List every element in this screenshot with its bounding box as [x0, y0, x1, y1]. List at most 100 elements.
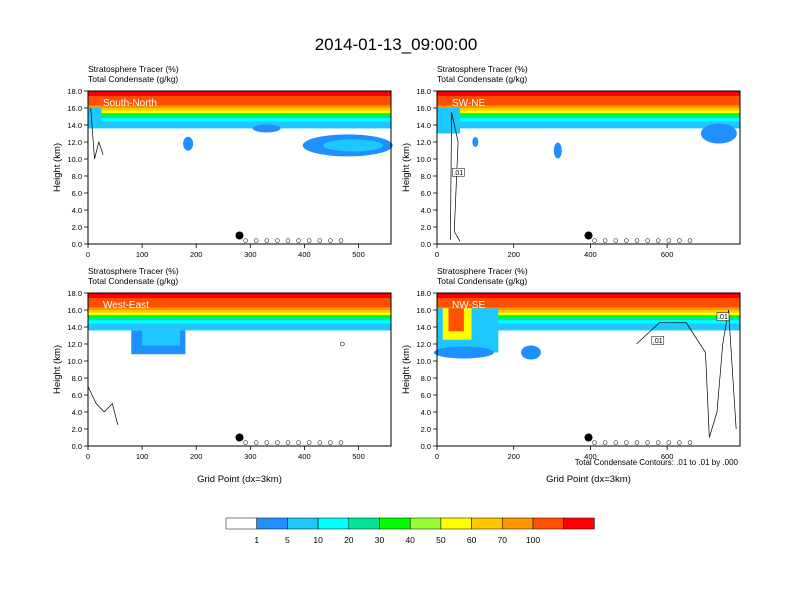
y-tick-label: 6.0 [421, 189, 431, 198]
condensate-contour [243, 238, 248, 243]
condensate-contour [328, 440, 333, 445]
condensate-contour [338, 238, 344, 243]
y-tick-label: 4.0 [421, 408, 431, 417]
y-tick-label: 18.0 [416, 87, 431, 96]
y-tick-label: 14.0 [416, 121, 431, 130]
location-marker [584, 231, 593, 240]
contour-label: .01 [718, 314, 728, 321]
x-tick-label: 400 [298, 452, 311, 461]
condensate-contour [317, 440, 323, 445]
condensate-contour [306, 238, 312, 243]
colorbar-swatch [440, 517, 472, 530]
plot-frame [436, 90, 741, 245]
panel-west-east: West-East Stratosphere Tracer (%)Total Co… [52, 266, 392, 485]
x-tick-label: 0 [435, 452, 439, 461]
condensate-contour [634, 238, 640, 243]
y-tick-label: 2.0 [72, 425, 82, 434]
condensate-contour [253, 440, 259, 445]
x-axis-label: Grid Point (dx=3km) [546, 474, 631, 485]
y-tick-label: 0.0 [421, 442, 431, 451]
condensate-contour [613, 440, 619, 445]
x-tick-label: 400 [584, 250, 597, 259]
condensate-contour [655, 440, 661, 445]
x-tick-label: 0 [86, 452, 90, 461]
tracer-cell [433, 346, 494, 359]
y-tick-label: 4.0 [72, 408, 82, 417]
condensate-contour [306, 440, 312, 445]
condensate-contour [296, 440, 301, 445]
condensate-contour [243, 440, 248, 445]
colorbar-swatch [532, 517, 564, 530]
x-tick-label: 200 [190, 250, 203, 259]
colorbar-label: 40 [405, 535, 415, 545]
condensate-contour [340, 341, 345, 347]
colorbar-swatch [471, 517, 503, 530]
condensate-contour [264, 238, 270, 243]
y-tick-label: 10.0 [416, 155, 431, 164]
location-marker [235, 433, 244, 442]
x-tick-label: 200 [507, 452, 520, 461]
condensate-contour [285, 238, 291, 243]
panel-subtitle: Total Condensate (g/kg) [437, 74, 527, 84]
condensate-contour [264, 440, 270, 445]
condensate-contour [328, 238, 333, 243]
x-tick-label: 300 [244, 452, 257, 461]
colorbar-label: 70 [498, 535, 508, 545]
panel-title: Stratosphere Tracer (%) [437, 64, 528, 74]
y-tick-label: 18.0 [67, 87, 82, 96]
panel-label: South-North [103, 98, 157, 109]
condensate-contour [645, 238, 650, 243]
y-tick-label: 8.0 [421, 374, 431, 383]
contour-label-box [716, 312, 730, 321]
condensate-contour [253, 238, 259, 243]
panel-sw-ne: .01 SW-NE Stratosphere Tracer (%)Total Con… [401, 64, 741, 259]
colorbar: 1 5 10 20 30 40 50 60 70 100 [225, 517, 595, 545]
condensate-contour [317, 238, 323, 243]
condensate-contour [450, 112, 461, 242]
location-marker [235, 231, 244, 240]
tracer-cell [700, 123, 737, 144]
y-tick-label: 6.0 [72, 391, 82, 400]
x-tick-label: 500 [352, 250, 365, 259]
condensate-contour [677, 440, 682, 445]
condensate-contour [592, 440, 597, 445]
condensate-contour [90, 107, 104, 160]
x-tick-label: 100 [136, 250, 149, 259]
condensate-contour [645, 440, 650, 445]
x-tick-label: 0 [435, 250, 439, 259]
x-tick-label: 200 [190, 452, 203, 461]
tracer-lobe [88, 108, 102, 127]
x-tick-label: 400 [298, 250, 311, 259]
colorbar-swatch [563, 517, 595, 530]
y-tick-label: 0.0 [72, 240, 82, 249]
colorbar-swatch [317, 517, 350, 530]
panel-label: SW-NE [452, 98, 485, 109]
condensate-contour [655, 238, 661, 243]
y-tick-label: 4.0 [421, 206, 431, 215]
y-axis-label: Height (km) [401, 143, 412, 192]
tracer-band-100 [437, 91, 740, 97]
y-tick-label: 16.0 [416, 104, 431, 113]
condensate-contour [275, 440, 280, 445]
tracer-cell [520, 345, 541, 360]
y-tick-label: 10.0 [67, 155, 82, 164]
y-tick-label: 12.0 [67, 340, 82, 349]
colorbar-label: 10 [313, 535, 323, 545]
y-tick-label: 0.0 [72, 442, 82, 451]
colorbar-swatch [348, 517, 380, 530]
colorbar-swatch [502, 517, 534, 530]
condensate-contour [602, 238, 608, 243]
colorbar-swatch [256, 517, 288, 530]
colorbar-label: 50 [436, 535, 446, 545]
colorbar-swatch [409, 517, 442, 530]
colorbar-swatch [225, 517, 257, 530]
y-tick-label: 14.0 [67, 121, 82, 130]
condensate-contour [624, 238, 629, 243]
plot-frame [87, 292, 392, 447]
condensate-contour [87, 386, 119, 425]
panel-subtitle: Total Condensate (g/kg) [437, 276, 527, 286]
y-tick-label: 14.0 [416, 323, 431, 332]
condensate-contour [636, 309, 737, 438]
